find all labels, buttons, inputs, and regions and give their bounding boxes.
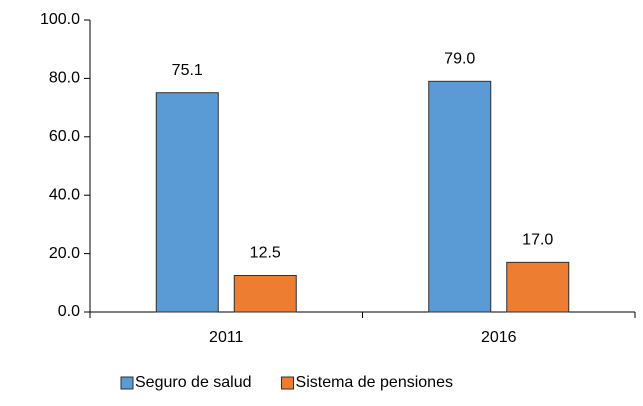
y-tick-label: 100.0: [40, 11, 80, 28]
data-label: 12.5: [250, 245, 281, 262]
y-tick-label: 40.0: [49, 186, 80, 203]
data-label: 17.0: [522, 232, 553, 249]
x-tick-label: 2011: [209, 329, 244, 346]
legend-label: Sistema de pensiones: [296, 374, 453, 391]
legend-swatch: [281, 376, 295, 390]
y-tick-label: 80.0: [49, 70, 80, 87]
y-tick-label: 20.0: [49, 245, 80, 262]
bar: [428, 80, 492, 313]
y-tick-label: 0.0: [58, 303, 80, 320]
y-tick-label: 60.0: [49, 128, 80, 145]
data-label: 75.1: [172, 62, 203, 79]
bar: [506, 261, 570, 313]
legend-label: Seguro de salud: [135, 374, 252, 391]
legend-swatch: [120, 376, 134, 390]
bar: [233, 275, 297, 313]
data-label: 79.0: [444, 51, 475, 68]
x-tick-label: 2016: [481, 329, 517, 346]
bar: [155, 92, 219, 313]
